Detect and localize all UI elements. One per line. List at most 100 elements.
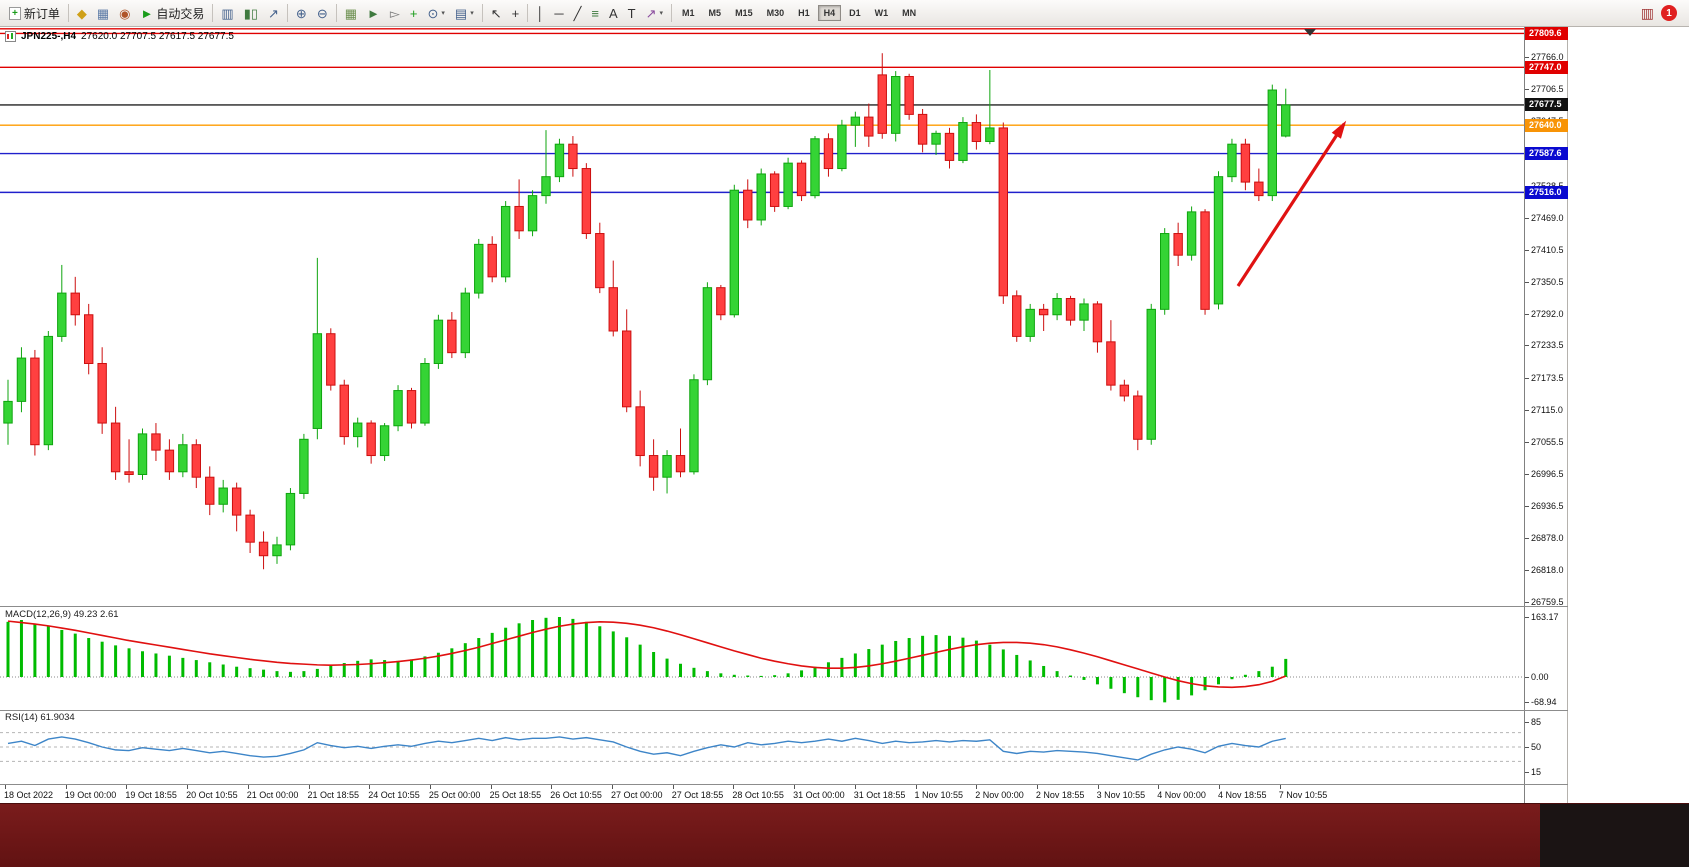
fibonacci-button[interactable]: ≡ — [586, 2, 604, 24]
macd-axis-label: 163.17 — [1531, 612, 1559, 622]
market-watch-button[interactable]: ◆ — [72, 2, 92, 24]
chart-shift-button[interactable]: ▻ — [385, 2, 405, 24]
axis-tick — [1525, 772, 1529, 774]
crosshair-button[interactable]: + — [507, 2, 525, 24]
time-tick — [915, 785, 917, 789]
account-status-icon[interactable]: ▥ — [1640, 4, 1654, 21]
time-axis-label: 26 Oct 10:55 — [550, 790, 602, 800]
time-tick — [429, 785, 431, 789]
time-axis[interactable]: 18 Oct 2022 19 Oct 00:00 19 Oct 18:55 20 Oc… — [0, 785, 1568, 803]
candle — [823, 138, 834, 170]
rsi-panel[interactable] — [0, 711, 1524, 784]
price-axis-label: 27115.0 — [1531, 404, 1563, 415]
axis-tick — [1525, 721, 1529, 723]
zoom-in-button[interactable]: ⊕ — [291, 2, 312, 24]
candle — [1200, 211, 1210, 310]
time-tick — [5, 785, 6, 789]
time-tick — [1158, 785, 1160, 789]
notification-badge[interactable]: 1 — [1661, 5, 1677, 21]
candle — [433, 319, 444, 364]
trendline-button[interactable]: ╱ — [569, 2, 587, 24]
axis-tick — [1525, 702, 1529, 704]
candle — [608, 287, 618, 332]
cursor-button[interactable]: ↖ — [486, 2, 507, 24]
zoom-out-button[interactable]: ⊖ — [312, 2, 333, 24]
candle — [877, 74, 887, 134]
time-axis-label: 27 Oct 18:55 — [671, 790, 724, 800]
label-button[interactable]: T — [623, 2, 641, 24]
axis-tick — [1525, 747, 1529, 748]
candlestick-button[interactable]: ▮▯ — [239, 2, 263, 24]
toolbar-right-group: ▥ 1 — [1641, 5, 1685, 22]
line-chart-button[interactable]: ↗ — [263, 2, 284, 24]
tile-windows-button[interactable]: ▦ — [340, 2, 362, 24]
timeframe-button-W1[interactable]: W1 — [869, 5, 895, 21]
candle — [554, 143, 565, 178]
toolbar-separator — [527, 4, 529, 22]
candle — [931, 132, 941, 145]
periods-button[interactable]: ⊙ ▾ — [422, 2, 449, 24]
trend-arrow[interactable] — [1236, 123, 1346, 287]
price-axis[interactable]: 27766.027706.527647.527587.527528.527469… — [1524, 26, 1568, 803]
timeframe-button-H1[interactable]: H1 — [792, 5, 816, 21]
signals-button[interactable]: ◉ — [114, 2, 135, 24]
candle — [864, 116, 874, 137]
toolbar-separator — [67, 4, 69, 22]
price-chart[interactable] — [0, 27, 1524, 606]
chart-shift-marker-icon[interactable] — [1304, 29, 1316, 36]
arrows-button[interactable]: ↗ ▾ — [641, 2, 668, 24]
data-window-icon: ▦ — [96, 5, 110, 21]
candle — [1119, 384, 1130, 397]
auto-scroll-button[interactable]: ► — [362, 2, 385, 24]
axis-tick — [1525, 89, 1529, 91]
price-axis-label: 27469.0 — [1531, 212, 1564, 223]
label-icon: T — [627, 5, 636, 21]
axis-tick — [1525, 57, 1529, 58]
candle — [1025, 308, 1035, 337]
candle — [1012, 295, 1022, 337]
panel-separator[interactable] — [0, 710, 1568, 711]
chart-title: JPN225-,H4 27620.0 27707.5 27617.5 27677… — [5, 31, 234, 42]
candle — [124, 471, 134, 475]
candle — [702, 287, 713, 381]
panel-separator[interactable] — [0, 606, 1568, 607]
autotrading-button[interactable]: ► 自动交易 — [136, 2, 210, 24]
candle — [231, 487, 242, 516]
vertical-line-button[interactable]: │ — [531, 2, 549, 24]
templates-button[interactable]: ▤ ▾ — [450, 2, 479, 24]
timeframe-button-M15[interactable]: M15 — [729, 5, 759, 21]
timeframe-button-M1[interactable]: M1 — [676, 5, 701, 21]
timeframe-button-M5[interactable]: M5 — [703, 5, 728, 21]
time-tick — [1279, 785, 1281, 789]
macd-panel[interactable] — [0, 607, 1524, 710]
price-axis-label: 27292.0 — [1531, 308, 1564, 319]
timeframe-button-D1[interactable]: D1 — [843, 5, 867, 21]
toolbar-separator — [286, 4, 288, 22]
bar-chart-button[interactable]: ▥ — [216, 2, 238, 24]
price-axis-label: 27055.5 — [1531, 436, 1564, 447]
candle — [151, 433, 161, 451]
candle — [1254, 181, 1264, 197]
horizontal-line-button[interactable]: ─ — [549, 2, 568, 24]
candle — [84, 314, 94, 364]
candle — [1052, 298, 1062, 316]
trendline-icon: ╱ — [573, 5, 582, 21]
timeframe-button-H4[interactable]: H4 — [817, 5, 842, 21]
candle — [756, 173, 766, 221]
timeframe-button-MN[interactable]: MN — [896, 5, 922, 21]
trend-arrow-head[interactable] — [1331, 120, 1347, 139]
data-window-button[interactable]: ▦ — [92, 2, 114, 24]
candle — [622, 330, 632, 408]
axis-tick — [1525, 677, 1529, 678]
panel-separator — [0, 784, 1568, 785]
text-button[interactable]: A — [604, 2, 623, 24]
candle — [1186, 211, 1197, 256]
new-order-button[interactable]: + 新订单 — [4, 2, 65, 24]
time-tick — [854, 785, 856, 789]
candle — [43, 335, 54, 446]
candle — [729, 189, 739, 316]
candle — [191, 444, 202, 478]
timeframe-button-M30[interactable]: M30 — [761, 5, 791, 21]
zoom-in-icon: ⊕ — [295, 5, 307, 21]
indicators-button[interactable]: + — [405, 2, 423, 24]
